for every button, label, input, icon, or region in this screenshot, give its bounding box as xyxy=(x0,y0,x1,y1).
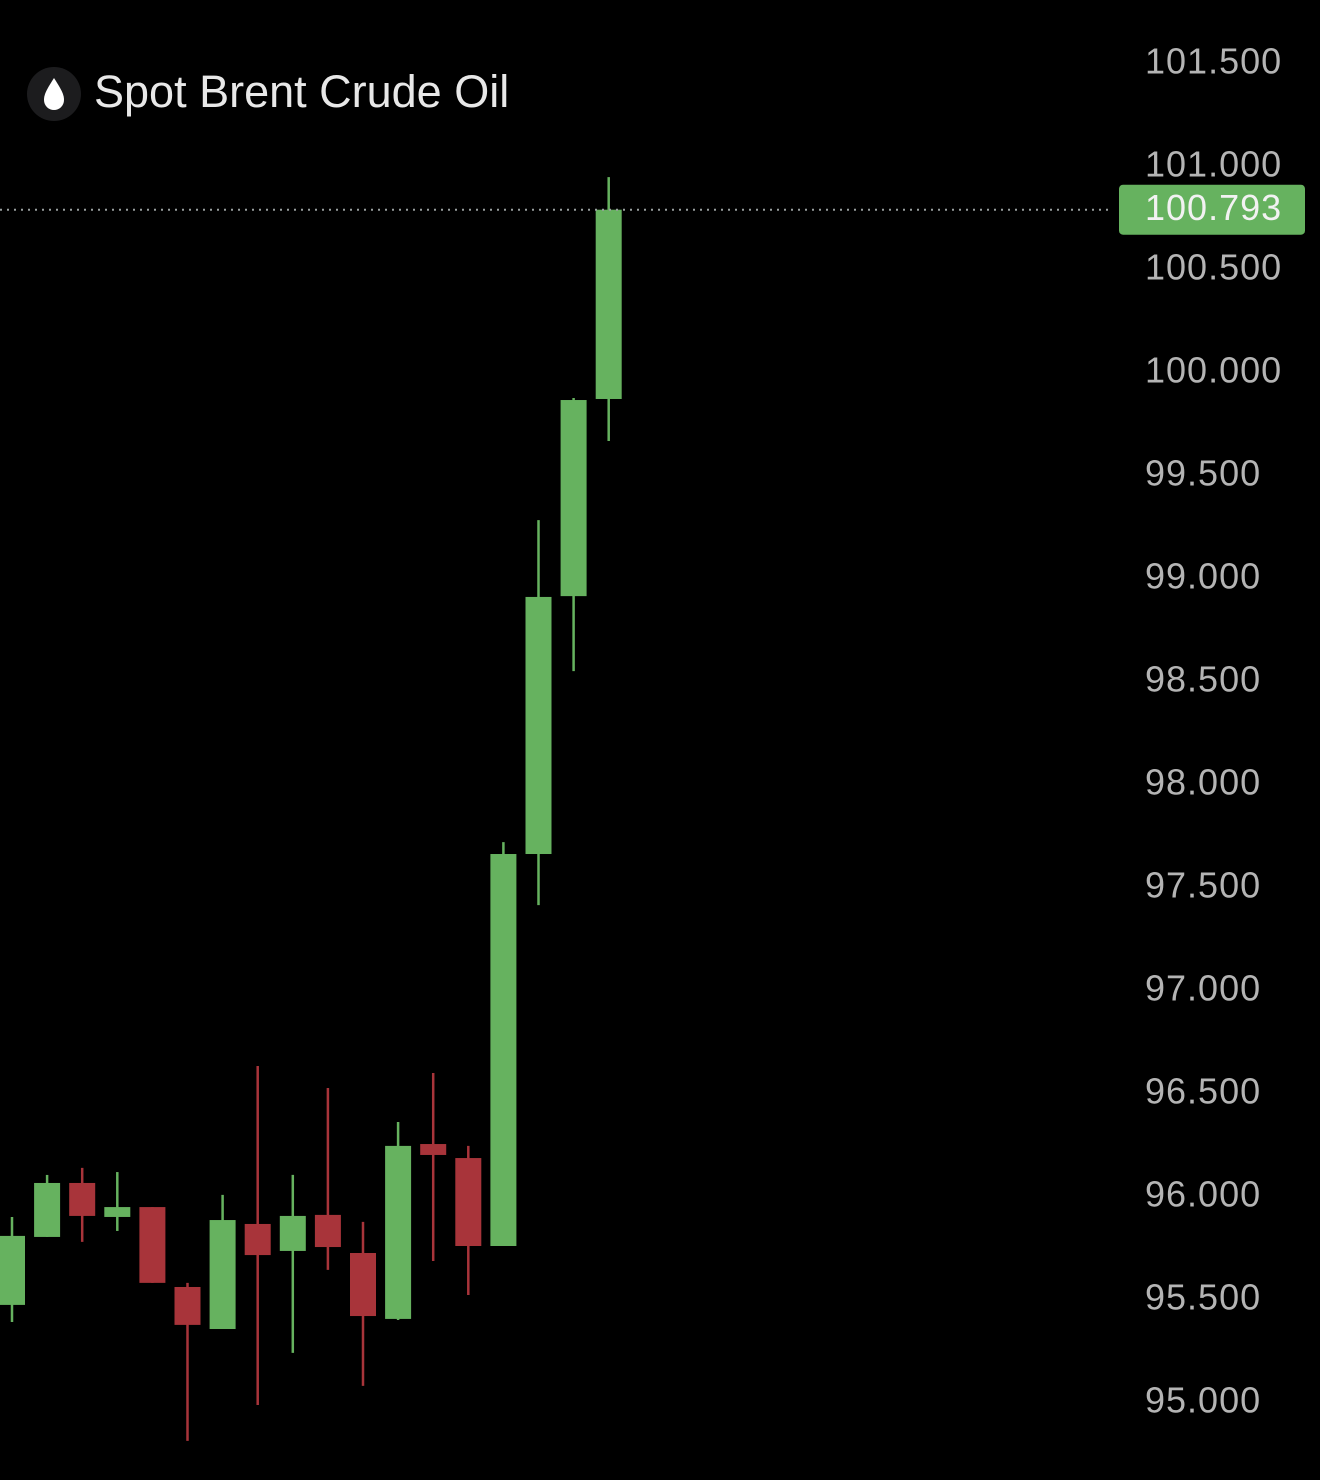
candle-body xyxy=(244,1223,271,1256)
y-tick-label: 95.000 xyxy=(1145,1379,1261,1420)
candle-body xyxy=(174,1286,201,1325)
y-tick-label: 97.500 xyxy=(1145,865,1261,906)
y-tick-label: 101.000 xyxy=(1145,144,1282,185)
candle-body xyxy=(525,596,552,855)
last-price-box xyxy=(1119,184,1305,235)
candle-body xyxy=(560,400,587,597)
candle-body xyxy=(350,1253,376,1317)
y-tick-label: 95.500 xyxy=(1145,1276,1261,1317)
candle-body xyxy=(420,1144,447,1155)
candle-body xyxy=(34,1182,61,1237)
y-tick-label: 100.500 xyxy=(1145,247,1282,288)
candle-body xyxy=(279,1215,306,1251)
y-tick-label: 99.000 xyxy=(1145,556,1261,597)
candle-body xyxy=(139,1207,166,1283)
last-price-label: 100.793 xyxy=(1145,187,1282,228)
y-tick-label: 100.000 xyxy=(1145,350,1282,391)
candle-body xyxy=(69,1182,96,1216)
oil-drop-icon xyxy=(44,78,64,110)
candle-body xyxy=(314,1214,341,1248)
y-tick-label: 96.500 xyxy=(1145,1071,1261,1112)
candle-body xyxy=(455,1158,482,1247)
y-tick-label: 101.500 xyxy=(1145,41,1282,82)
y-tick-label: 99.500 xyxy=(1145,453,1261,494)
y-tick-label: 98.000 xyxy=(1145,762,1261,803)
candle-body xyxy=(104,1207,131,1217)
y-tick-label: 96.000 xyxy=(1145,1173,1261,1214)
chart-title: Spot Brent Crude Oil xyxy=(94,66,509,117)
candle-body xyxy=(385,1145,412,1319)
y-tick-label: 97.000 xyxy=(1145,968,1261,1009)
candle-body xyxy=(0,1235,25,1305)
candle-body xyxy=(595,209,622,399)
y-tick-label: 98.500 xyxy=(1145,659,1261,700)
candle-body xyxy=(490,854,517,1247)
candle-body xyxy=(209,1220,236,1330)
